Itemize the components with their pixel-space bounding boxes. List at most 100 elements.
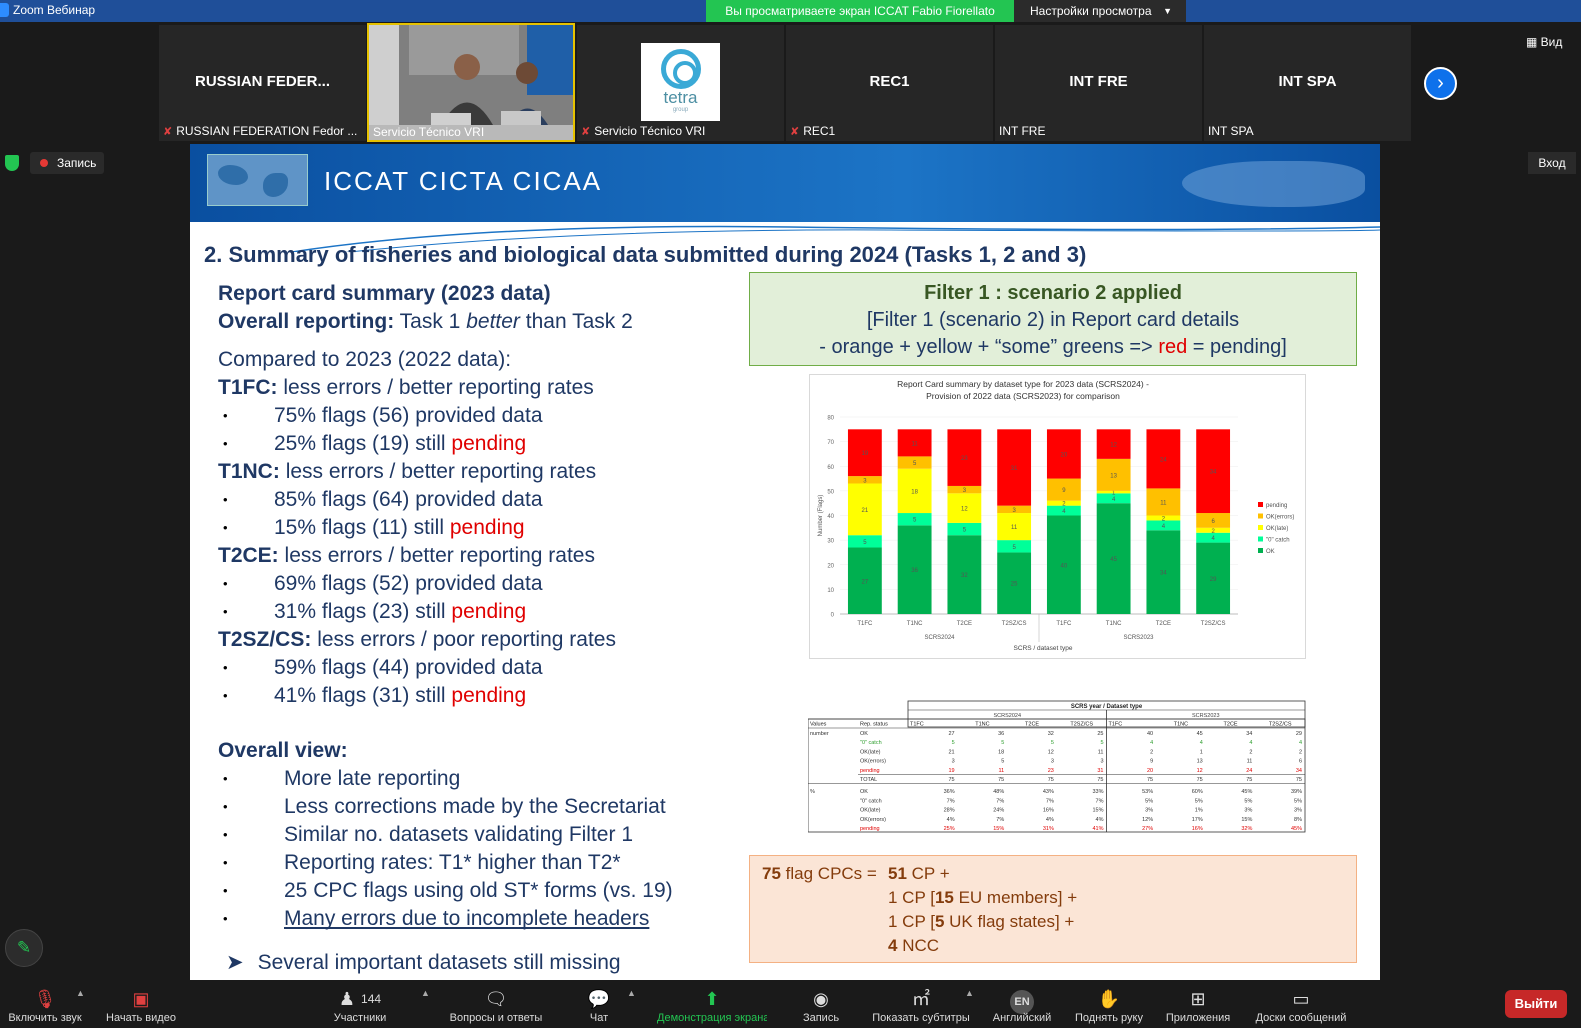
bar-segment: [947, 429, 982, 486]
table-cell: 12: [1048, 749, 1054, 755]
table-border: [807, 718, 1306, 833]
app-title: Zoom Вебинар: [13, 3, 96, 17]
data-label: 34: [1210, 470, 1217, 476]
qa-button[interactable]: 🗨 Вопросы и ответы: [441, 980, 551, 1028]
chevron-right-icon: ›: [1437, 72, 1444, 94]
leave-button[interactable]: Выйти: [1505, 990, 1567, 1018]
recording-badge[interactable]: Запись: [30, 152, 104, 174]
chevron-up-icon[interactable]: ▲: [965, 988, 974, 998]
language-button[interactable]: EN Английский: [967, 980, 1077, 1028]
table-cell: 28%: [944, 808, 955, 814]
bar-segment: [947, 493, 982, 523]
table-cell: 60%: [1192, 789, 1203, 795]
table-cell: 5%: [1294, 798, 1302, 804]
next-page-button[interactable]: ›: [1424, 67, 1457, 100]
group-label: SCRS2024: [924, 635, 955, 641]
participant-tile[interactable]: REC1 ✘ REC1: [786, 25, 993, 141]
cpc-lead: 75 flag CPCs =: [762, 864, 877, 883]
chevron-up-icon[interactable]: ▲: [627, 988, 636, 998]
y-axis-label: Number (Flags): [818, 495, 824, 537]
record-button[interactable]: ◉ Запись: [766, 980, 876, 1028]
participant-tile[interactable]: INT FRE INT FRE: [995, 25, 1202, 141]
chevron-up-icon[interactable]: ▲: [76, 988, 85, 998]
table-cell: 4: [1249, 740, 1252, 746]
bar-segment: [1146, 515, 1181, 521]
annotate-pen-icon[interactable]: ✎: [5, 929, 43, 967]
security-shield-icon[interactable]: [5, 155, 19, 171]
table-cell: 3%: [1294, 808, 1302, 814]
cpc-line: 1 CP [5 UK flag states] +: [888, 912, 1075, 931]
participant-tile-video[interactable]: Servicio Técnico VRI: [367, 23, 575, 142]
table-cell: 11: [999, 768, 1005, 774]
participant-name: Servicio Técnico VRI: [373, 125, 485, 139]
legend-label: OK(errors): [1266, 515, 1294, 521]
table-status: pending: [860, 768, 880, 774]
table-cell: 75: [1296, 777, 1302, 783]
list-item: 31% flags (23) still pending: [218, 598, 738, 626]
data-label: 18: [911, 489, 918, 495]
table-status: OK(errors): [860, 817, 886, 823]
chevron-up-icon[interactable]: ▲: [421, 988, 430, 998]
table-cell: 4: [1150, 740, 1153, 746]
x-tick-label: T2CE: [957, 621, 972, 627]
table-col-head: T1NC: [975, 722, 989, 728]
enter-button[interactable]: Вход: [1528, 152, 1576, 174]
start-video-button[interactable]: ▣ Начать видео: [86, 980, 196, 1028]
slide-title: 2. Summary of fisheries and biological d…: [204, 242, 1087, 267]
bar-segment: [1146, 530, 1181, 614]
mic-muted-icon: ✘: [581, 126, 591, 138]
participant-tile[interactable]: RUSSIAN FEDER... ✘ RUSSIAN FEDERATION Fed…: [159, 25, 366, 141]
unmute-button[interactable]: 🎙 Включить звук: [0, 980, 100, 1028]
chat-button[interactable]: 💬 Чат: [544, 980, 654, 1028]
cpc-lines: 51 CP + 1 CP [15 EU members] + 1 CP [5 U…: [888, 862, 1077, 958]
data-label: 24: [1160, 457, 1167, 463]
legend-swatch: [1258, 525, 1263, 530]
data-label: 4: [1162, 524, 1166, 530]
table-cell: 75: [949, 777, 955, 783]
table-cell: 75: [1048, 777, 1054, 783]
bar-segment: [997, 540, 1032, 553]
table-col-head: T1FC: [1109, 722, 1123, 728]
view-options-button[interactable]: Настройки просмотра ▼: [1014, 0, 1186, 22]
bar-segment: [947, 485, 982, 494]
captions-button[interactable]: ㎡ Показать субтитры: [866, 980, 976, 1028]
participant-tile[interactable]: INT SPA INT SPA: [1204, 25, 1411, 141]
participant-name: INT FRE: [999, 124, 1046, 138]
data-label: 2: [1211, 529, 1215, 535]
share-screen-button[interactable]: ⬆ Демонстрация экрана: [657, 980, 767, 1028]
table-cell: 25: [1097, 731, 1103, 737]
list-item: Similar no. datasets validating Filter 1: [218, 821, 738, 849]
data-label: 3: [963, 488, 967, 494]
table-cell: 3%: [1244, 808, 1252, 814]
table-status: OK: [860, 789, 868, 795]
y-tick-label: 20: [827, 563, 834, 569]
overall-view-heading: Overall view:: [218, 739, 348, 762]
participants-button[interactable]: ♟ 144 Участники: [305, 980, 415, 1028]
x-tick-label: T2CE: [1156, 621, 1171, 627]
table-cell: 24%: [993, 808, 1004, 814]
bar-segment: [1096, 503, 1131, 614]
raise-hand-button[interactable]: ✋ Поднять руку: [1054, 980, 1164, 1028]
table-cell: 12: [1197, 768, 1203, 774]
view-button[interactable]: ▦ Вид: [1526, 35, 1563, 49]
bar-segment: [997, 505, 1032, 514]
whiteboard-button[interactable]: ▭ Доски сообщений: [1246, 980, 1356, 1028]
table-cell: 3: [1051, 759, 1054, 765]
data-label: 3: [863, 478, 867, 484]
table-cell: 23: [1048, 768, 1054, 774]
cpc-box: 75 flag CPCs = 51 CP + 1 CP [15 EU membe…: [749, 855, 1357, 963]
table-cell: 75: [1147, 777, 1153, 783]
table-cell: 24: [1246, 768, 1252, 774]
legend-swatch: [1258, 513, 1263, 519]
chat-icon: 💬: [587, 989, 611, 1009]
x-tick-label: T2SZ/CS: [1002, 621, 1027, 627]
table-cell: 29: [1296, 731, 1302, 737]
data-label: 5: [1012, 545, 1016, 551]
table-col-head: T2SZ/CS: [1269, 722, 1292, 728]
filter-line-2: - orange + yellow + “some” greens => red…: [819, 336, 1287, 358]
list-item: Reporting rates: T1* higher than T2*: [218, 849, 738, 877]
legend-swatch: [1258, 548, 1263, 553]
chevron-down-icon: ▼: [1163, 6, 1172, 16]
bar-segment: [1046, 500, 1081, 506]
apps-button[interactable]: ⊞ Приложения: [1143, 980, 1253, 1028]
